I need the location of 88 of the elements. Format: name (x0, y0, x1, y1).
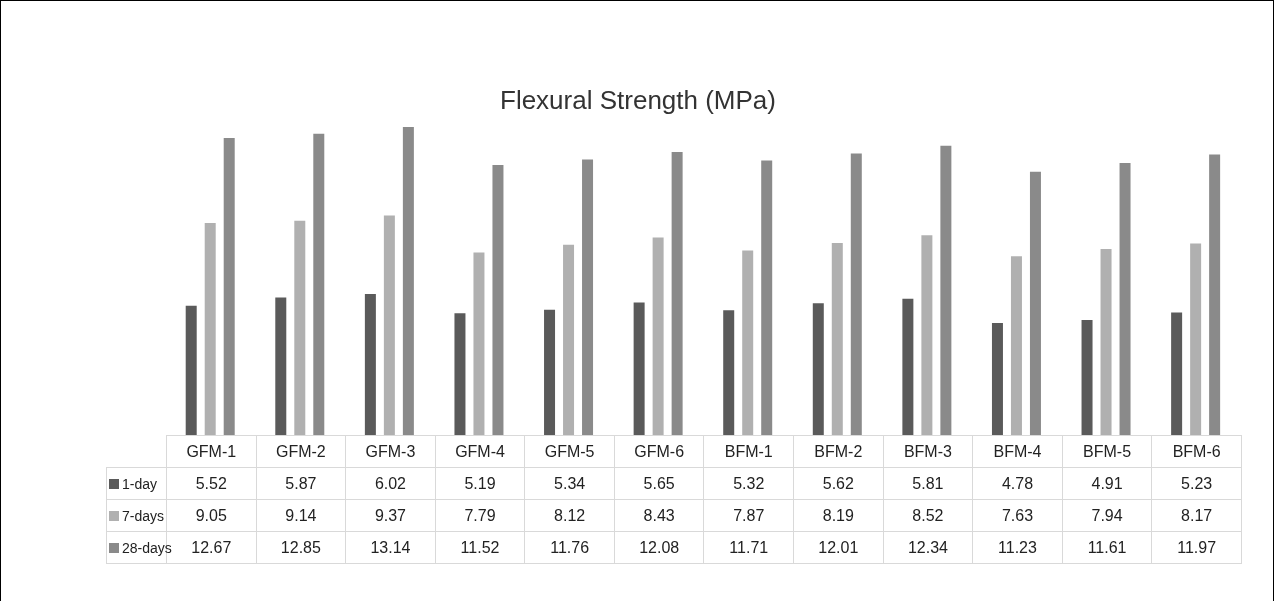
data-label: 8.17 (1151, 499, 1242, 532)
bar (544, 309, 556, 435)
bar (812, 303, 824, 435)
x-tick-label: GFM-3 (345, 435, 436, 468)
data-label: 5.34 (524, 467, 615, 500)
data-label: 12.85 (256, 531, 346, 564)
data-label: 9.05 (166, 499, 257, 532)
data-label: 6.02 (345, 467, 436, 500)
bar (563, 244, 575, 435)
bar (850, 153, 862, 435)
data-label: 5.32 (703, 467, 794, 500)
bar (671, 151, 683, 435)
bar (473, 252, 485, 435)
bar (1100, 248, 1112, 435)
x-tick-label: GFM-6 (614, 435, 704, 468)
data-label: 5.87 (256, 467, 346, 500)
bar (742, 250, 754, 435)
bar (1029, 171, 1041, 435)
bar (294, 220, 306, 435)
legend-label: 7-days (106, 499, 167, 532)
data-label: 12.67 (191, 538, 232, 556)
bar (991, 322, 1003, 435)
bar (1081, 319, 1093, 435)
x-tick-label: GFM-2 (256, 435, 346, 468)
data-label: 11.97 (1151, 531, 1242, 564)
data-label: 7.87 (703, 499, 794, 532)
bar (1171, 312, 1183, 435)
data-label: 4.78 (972, 467, 1063, 500)
bar (492, 165, 504, 435)
bar (402, 127, 414, 435)
bar (940, 145, 952, 435)
bar (204, 222, 216, 435)
data-label: 9.37 (345, 499, 436, 532)
legend-label: 28-days (121, 538, 172, 558)
bar (1209, 154, 1221, 435)
data-label: 7.94 (1062, 499, 1152, 532)
data-label: 11.52 (435, 531, 525, 564)
bar (383, 215, 395, 435)
data-label: 8.19 (793, 499, 884, 532)
data-label: 5.52 (166, 467, 257, 500)
bar (633, 302, 645, 435)
bar (902, 298, 914, 435)
bar (454, 313, 466, 435)
data-label: 11.61 (1062, 531, 1152, 564)
legend-label: 1-day (106, 467, 167, 500)
data-label: 8.12 (524, 499, 615, 532)
bar (313, 133, 325, 435)
data-label: 8.52 (883, 499, 973, 532)
data-label: 12.34 (883, 531, 973, 564)
bar (1119, 162, 1131, 435)
bar (1010, 256, 1022, 435)
x-tick-label: BFM-3 (883, 435, 973, 468)
x-tick-label: BFM-4 (972, 435, 1063, 468)
bar (1190, 243, 1202, 435)
data-label: 11.23 (972, 531, 1063, 564)
data-label: 5.62 (793, 467, 884, 500)
x-tick-label: BFM-2 (793, 435, 884, 468)
bar (652, 237, 664, 435)
bar (185, 305, 197, 435)
bar (582, 159, 594, 435)
data-label: 13.14 (345, 531, 436, 564)
x-tick-label: BFM-5 (1062, 435, 1152, 468)
data-label: 4.91 (1062, 467, 1152, 500)
data-label: 7.79 (435, 499, 525, 532)
data-label: 8.43 (614, 499, 704, 532)
bar (275, 297, 287, 435)
data-label: 5.65 (614, 467, 704, 500)
x-tick-label: GFM-1 (166, 435, 257, 468)
data-label: 12.01 (793, 531, 884, 564)
x-tick-label: GFM-5 (524, 435, 615, 468)
data-label: 7.63 (972, 499, 1063, 532)
data-label: 5.19 (435, 467, 525, 500)
data-label: 9.14 (256, 499, 346, 532)
bar (364, 293, 376, 435)
x-tick-label: BFM-1 (703, 435, 794, 468)
x-tick-label: BFM-6 (1151, 435, 1242, 468)
bar (921, 235, 933, 435)
data-label: 5.81 (883, 467, 973, 500)
bar (223, 138, 235, 435)
bar (831, 243, 843, 435)
bar (761, 160, 773, 435)
chart-title: Flexural Strength (MPa) (499, 85, 777, 116)
data-label: 11.76 (524, 531, 615, 564)
data-label: 12.08 (614, 531, 704, 564)
bar (723, 310, 735, 435)
data-label: 5.23 (1151, 467, 1242, 500)
x-tick-label: GFM-4 (435, 435, 525, 468)
data-label: 11.71 (703, 531, 794, 564)
